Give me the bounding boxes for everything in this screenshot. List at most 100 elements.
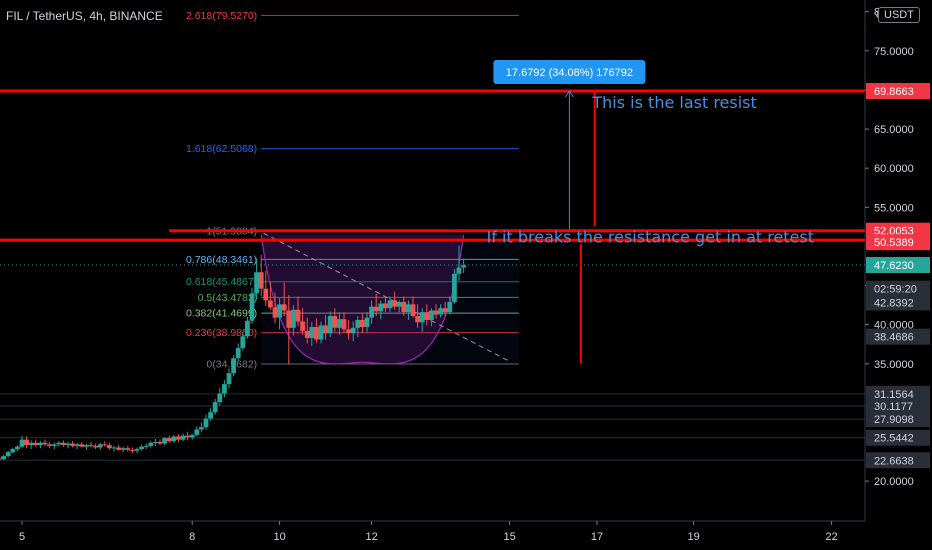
candle <box>199 422 204 432</box>
candle-body <box>139 446 144 450</box>
currency-selector-button[interactable]: USDT <box>878 7 920 23</box>
candle-body <box>97 444 103 448</box>
cup-pattern <box>260 234 465 365</box>
annotation-text: This is the last resist <box>591 93 756 112</box>
candle-body <box>337 319 342 328</box>
price-tag <box>866 385 930 402</box>
candle <box>410 296 416 318</box>
candle <box>180 433 186 442</box>
price-tag-label: 38.4686 <box>874 332 914 344</box>
candle-body <box>300 321 305 331</box>
candle-body <box>383 303 388 309</box>
candle <box>111 445 117 452</box>
candle <box>235 343 241 362</box>
candle <box>415 304 420 328</box>
candle-body <box>217 393 223 403</box>
candle <box>424 304 430 326</box>
overlay-layer: 17.6792 (34.08%) 176792 This is the last … <box>0 59 865 364</box>
candle-body <box>332 316 338 328</box>
candle <box>452 269 457 305</box>
candle <box>341 312 347 334</box>
candle <box>438 304 443 318</box>
candle-body <box>245 320 250 337</box>
candle <box>383 296 388 313</box>
candle <box>360 313 365 334</box>
candle <box>461 258 466 274</box>
candle <box>249 287 255 324</box>
price-tick-label: 55.0000 <box>874 202 914 214</box>
candle-body <box>79 444 85 447</box>
candle-body <box>0 458 2 460</box>
candle-body <box>111 447 117 449</box>
price-tag-label: 47.6230 <box>874 260 914 272</box>
candle <box>442 301 448 317</box>
candle <box>291 305 296 336</box>
candle <box>42 439 48 446</box>
candle <box>10 447 16 454</box>
candle <box>5 450 11 458</box>
candle-body <box>291 309 296 328</box>
candle <box>47 441 52 449</box>
candle <box>79 441 85 448</box>
measure-box <box>493 59 646 84</box>
candle-body <box>74 444 80 446</box>
candle <box>332 308 338 332</box>
candle <box>166 435 172 443</box>
candle <box>355 316 361 338</box>
candle-body <box>235 348 241 359</box>
candle <box>102 441 108 447</box>
candle-body <box>1 456 7 460</box>
candle-body <box>51 444 57 446</box>
candle-body <box>5 452 11 457</box>
time-tick-label: 19 <box>687 531 699 543</box>
candle-body <box>387 300 393 309</box>
candle <box>15 445 20 452</box>
candle <box>134 447 140 453</box>
candle <box>143 443 149 450</box>
candle-body <box>180 435 186 440</box>
candle <box>176 434 181 442</box>
candle <box>33 439 39 447</box>
candle-body <box>378 303 384 312</box>
candle <box>373 294 379 317</box>
candle-body <box>277 304 282 318</box>
candle-body <box>107 445 112 449</box>
price-tag-label: 30.1177 <box>874 401 913 413</box>
candle-body <box>406 304 411 313</box>
measure-label: 17.6792 (34.08%) 176792 <box>506 67 633 79</box>
candle-body <box>410 304 416 317</box>
time-tick-label: 22 <box>825 531 837 543</box>
candle <box>346 319 351 340</box>
candle-body <box>360 319 365 327</box>
candle-body <box>318 325 324 340</box>
candle <box>337 312 342 335</box>
candle-body <box>19 439 25 447</box>
candle-body <box>415 316 420 323</box>
candle <box>281 282 287 317</box>
fib-level-label: 0.618(45.4867) <box>186 276 257 288</box>
candle-body <box>268 300 273 308</box>
candle <box>28 440 34 450</box>
candle-body <box>93 445 98 448</box>
candle <box>295 296 301 327</box>
price-tag <box>866 398 930 415</box>
annotation-text: If it breaks the resistance get in at re… <box>487 228 814 247</box>
candle <box>38 441 43 449</box>
candle <box>0 458 2 460</box>
fib-level-label: 0.786(48.3461) <box>186 254 257 266</box>
candle <box>51 442 57 450</box>
candle <box>130 447 135 453</box>
time-tick-label: 12 <box>365 531 377 543</box>
candle-body <box>447 301 453 313</box>
candle-body <box>125 448 131 450</box>
candle <box>277 298 282 330</box>
candle <box>74 442 80 450</box>
candle <box>401 296 407 317</box>
candle <box>245 316 250 339</box>
candle <box>304 317 310 344</box>
time-axis <box>0 521 932 550</box>
price-tag-label: 02:59:20 <box>874 284 917 296</box>
candle-body <box>401 301 407 313</box>
